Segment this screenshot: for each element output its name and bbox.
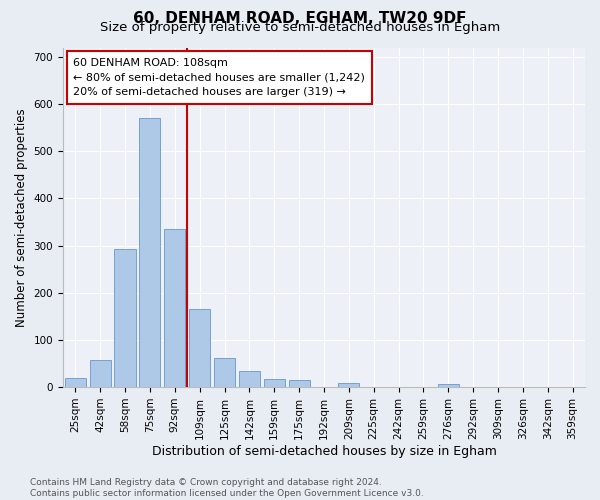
Bar [338, 384, 359, 387]
Bar [214, 358, 235, 387]
Text: 60, DENHAM ROAD, EGHAM, TW20 9DF: 60, DENHAM ROAD, EGHAM, TW20 9DF [133, 11, 467, 26]
Bar [139, 118, 160, 387]
Bar [289, 380, 310, 387]
Text: Contains HM Land Registry data © Crown copyright and database right 2024.
Contai: Contains HM Land Registry data © Crown c… [30, 478, 424, 498]
Bar [89, 360, 111, 387]
Bar [65, 378, 86, 387]
Text: 60 DENHAM ROAD: 108sqm
← 80% of semi-detached houses are smaller (1,242)
20% of : 60 DENHAM ROAD: 108sqm ← 80% of semi-det… [73, 58, 365, 98]
Text: Size of property relative to semi-detached houses in Egham: Size of property relative to semi-detach… [100, 22, 500, 35]
Bar [437, 384, 459, 387]
X-axis label: Distribution of semi-detached houses by size in Egham: Distribution of semi-detached houses by … [152, 444, 496, 458]
Bar [239, 370, 260, 387]
Bar [263, 379, 285, 387]
Y-axis label: Number of semi-detached properties: Number of semi-detached properties [15, 108, 28, 326]
Bar [115, 249, 136, 387]
Bar [189, 310, 210, 387]
Bar [164, 229, 185, 387]
